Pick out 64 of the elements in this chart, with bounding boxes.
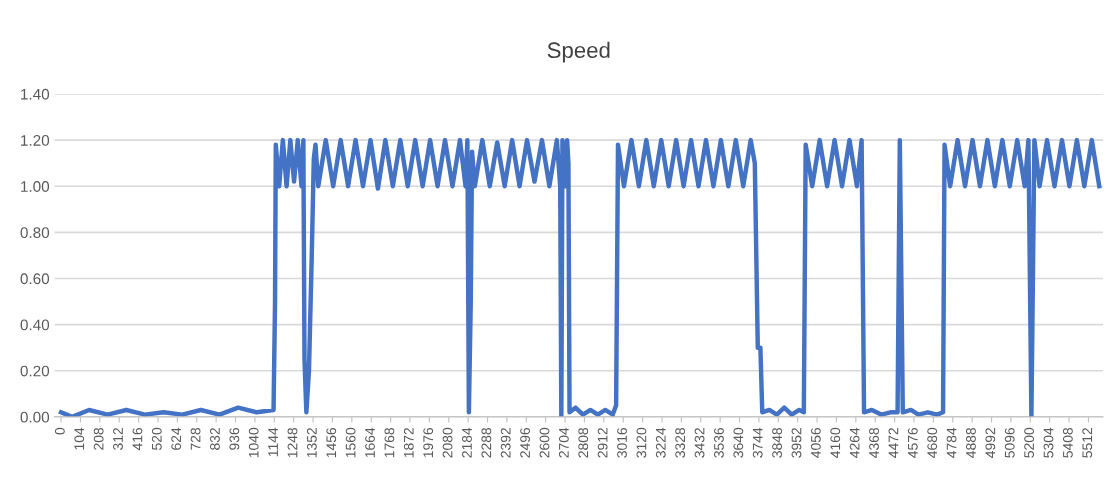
- x-tick-label: 2496: [520, 427, 531, 458]
- x-tick-label: 624: [171, 427, 182, 450]
- y-tick-label: 0.20: [20, 365, 50, 377]
- x-tick-label: 3120: [636, 427, 647, 458]
- x-tick-label: 4160: [830, 427, 841, 458]
- x-tick-label: 2704: [558, 427, 569, 458]
- x-tick-label: 3224: [655, 427, 666, 458]
- x-tick-label: 1768: [384, 427, 395, 458]
- x-tick-label: 3952: [791, 428, 802, 458]
- y-tick-label: 0.00: [20, 411, 50, 423]
- x-tick-label: 5304: [1043, 427, 1054, 458]
- x-tick-label: 3432: [694, 428, 705, 458]
- x-tick-label: 4784: [946, 427, 957, 458]
- x-tick-label: 1560: [345, 427, 356, 458]
- x-tick-label: 1872: [403, 428, 414, 458]
- x-tick-label: 1248: [287, 427, 298, 458]
- x-tick-label: 2080: [442, 427, 453, 458]
- x-tick-label: 0: [54, 427, 65, 435]
- x-tick-label: 5408: [1062, 427, 1073, 458]
- x-tick-label: 5512: [1082, 428, 1093, 458]
- x-tick-label: 1040: [248, 427, 259, 458]
- y-tick-label: 1.00: [21, 181, 50, 192]
- x-tick-label: 4992: [985, 428, 996, 458]
- x-tick-label: 104: [74, 427, 85, 450]
- x-tick-label: 2600: [539, 427, 550, 458]
- y-tick-label: 0.60: [20, 273, 50, 285]
- x-tick-label: 4888: [966, 427, 976, 458]
- x-tick-label: 2392: [500, 428, 511, 458]
- x-tick-label: 1144: [268, 427, 278, 457]
- x-tick-label: 2912: [597, 428, 608, 458]
- x-tick-label: 3328: [675, 427, 686, 458]
- x-tick-label: 3536: [714, 427, 724, 458]
- y-tick-label: 1.40: [21, 88, 50, 100]
- line-series: [58, 137, 1102, 417]
- x-tick-label: 4680: [927, 427, 938, 458]
- x-tick-label: 2184: [462, 427, 472, 458]
- x-tick-label: 208: [93, 427, 104, 450]
- y-tick-label: 1.20: [21, 134, 50, 146]
- x-tick-label: 4368: [869, 427, 879, 458]
- x-tick-label: 416: [132, 427, 143, 451]
- y-tick-label: 0.80: [20, 227, 50, 239]
- x-tick-label: 3848: [772, 427, 783, 458]
- x-tick-label: 4264: [849, 427, 860, 458]
- chart-title: Speed: [547, 41, 610, 63]
- x-tick-label: 2288: [481, 427, 492, 458]
- x-tick-label: 4576: [907, 427, 918, 458]
- x-tick-label: 1664: [365, 427, 375, 458]
- y-tick-label: 0.40: [20, 319, 50, 331]
- x-tick-label: 1456: [326, 427, 337, 458]
- x-tick-label: 936: [229, 427, 240, 450]
- x-tick-label: 312: [113, 428, 123, 450]
- x-tick-label: 3640: [733, 427, 744, 458]
- x-tick-label: 4056: [810, 427, 821, 458]
- x-tick-label: 3744: [752, 427, 763, 458]
- x-tick-label: 1976: [423, 427, 434, 458]
- x-tick-label: 3016: [617, 427, 627, 458]
- x-tick-label: 832: [210, 428, 220, 450]
- x-tick-label: 520: [151, 427, 162, 450]
- x-tick-label: 5096: [1004, 427, 1015, 458]
- x-tick-label: 2808: [578, 427, 589, 458]
- x-tick-label: 4472: [888, 428, 899, 458]
- x-tick-label: 728: [190, 427, 201, 450]
- x-tick-label: 5200: [1024, 427, 1035, 458]
- x-tick-label: 1352: [306, 428, 317, 458]
